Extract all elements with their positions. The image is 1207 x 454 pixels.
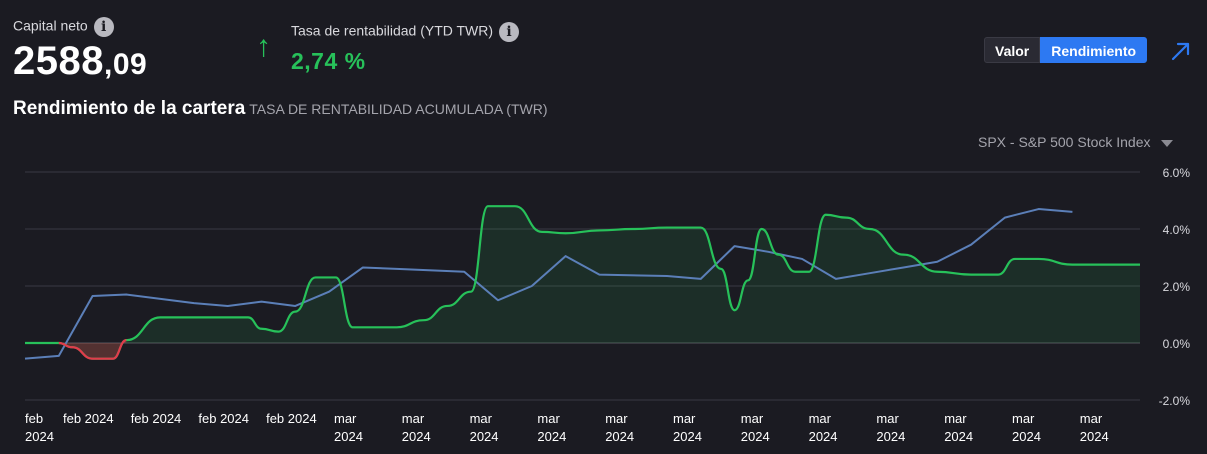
benchmark-select[interactable]: SPX - S&P 500 Stock Index [978, 134, 1173, 150]
x-tick-label: mar [1012, 411, 1035, 426]
toggle-rendimiento-button[interactable]: Rendimiento [1040, 37, 1148, 63]
view-toggle: Valor Rendimiento [984, 37, 1148, 63]
x-tick-label: feb 2024 [198, 411, 249, 426]
x-tick-label: feb 2024 [131, 411, 182, 426]
twr-label-text: Tasa de rentabilidad (YTD TWR) [291, 22, 494, 39]
benchmark-line [24, 208, 1073, 360]
x-tick-year: 2024 [470, 429, 499, 444]
capital-label: Capital neto i [13, 17, 147, 37]
negative-area [58, 340, 127, 359]
y-tick-label: 0.0% [1163, 337, 1191, 351]
y-tick-label: 4.0% [1163, 223, 1191, 237]
y-tick-label: 2.0% [1163, 280, 1191, 294]
x-tick-year: 2024 [673, 429, 702, 444]
x-tick-year: 2024 [944, 429, 973, 444]
x-tick-label: feb 2024 [63, 411, 114, 426]
info-icon[interactable]: i [93, 17, 114, 37]
portfolio-line [25, 205, 1140, 360]
capital-value-dec: ,09 [103, 48, 148, 81]
portfolio-title-sub: TASA DE RENTABILIDAD ACUMULADA (TWR) [249, 101, 548, 117]
x-tick-year: 2024 [605, 429, 634, 444]
x-tick-label: mar [741, 411, 764, 426]
x-tick-label: mar [809, 411, 832, 426]
x-tick-label: mar [1080, 411, 1103, 426]
x-tick-label: mar [605, 411, 628, 426]
capital-block: Capital neto i 2588,09 [13, 17, 147, 84]
x-tick-year: 2024 [402, 429, 431, 444]
y-tick-label: 6.0% [1163, 166, 1191, 180]
x-tick-year: 2024 [1080, 429, 1109, 444]
capital-value-int: 2588 [13, 39, 104, 83]
line-layer [24, 205, 1140, 360]
area-layer [25, 206, 1140, 359]
grid-layer [25, 171, 1140, 401]
capital-label-text: Capital neto [13, 17, 88, 34]
x-tick-label: feb 2024 [266, 411, 317, 426]
portfolio-title: Rendimiento de la cartera TASA DE RENTABI… [13, 98, 548, 120]
x-tick-label: feb [25, 411, 43, 426]
benchmark-label: SPX - S&P 500 Stock Index [978, 134, 1151, 150]
x-tick-year: 2024 [334, 429, 363, 444]
portfolio-area [25, 206, 1140, 359]
x-tick-year: 2024 [1012, 429, 1041, 444]
expand-arrow-icon[interactable] [1170, 40, 1192, 62]
x-tick-label: mar [402, 411, 425, 426]
x-tick-layer: feb 2024 feb 2024 feb 2024 feb 2024 feb 2024 m… [25, 411, 1109, 444]
negative-line [58, 339, 127, 360]
x-tick-label: mar [537, 411, 560, 426]
x-tick-label: mar [876, 411, 899, 426]
x-tick-label: mar [470, 411, 493, 426]
portfolio-title-main: Rendimiento de la cartera [13, 98, 246, 119]
x-tick-label: mar [944, 411, 967, 426]
twr-value: 2,74 % [291, 48, 366, 74]
y-tick-layer: 6.0% 4.0% 2.0% 0.0% -2.0% [1159, 166, 1191, 408]
x-tick-year: 2024 [537, 429, 566, 444]
toggle-valor-button[interactable]: Valor [984, 37, 1041, 63]
x-tick-year: 2024 [741, 429, 770, 444]
info-icon[interactable]: i [499, 22, 520, 42]
x-tick-label: mar [334, 411, 357, 426]
y-tick-label: -2.0% [1159, 394, 1191, 408]
capital-value: 2588,09 [13, 39, 147, 84]
chevron-down-icon [1160, 139, 1173, 147]
x-tick-year: 2024 [876, 429, 905, 444]
up-arrow-icon: ↑ [256, 30, 271, 63]
x-tick-year: 2024 [25, 429, 54, 444]
twr-label: Tasa de rentabilidad (YTD TWR) i [291, 22, 520, 42]
x-tick-label: mar [673, 411, 696, 426]
x-tick-year: 2024 [809, 429, 838, 444]
